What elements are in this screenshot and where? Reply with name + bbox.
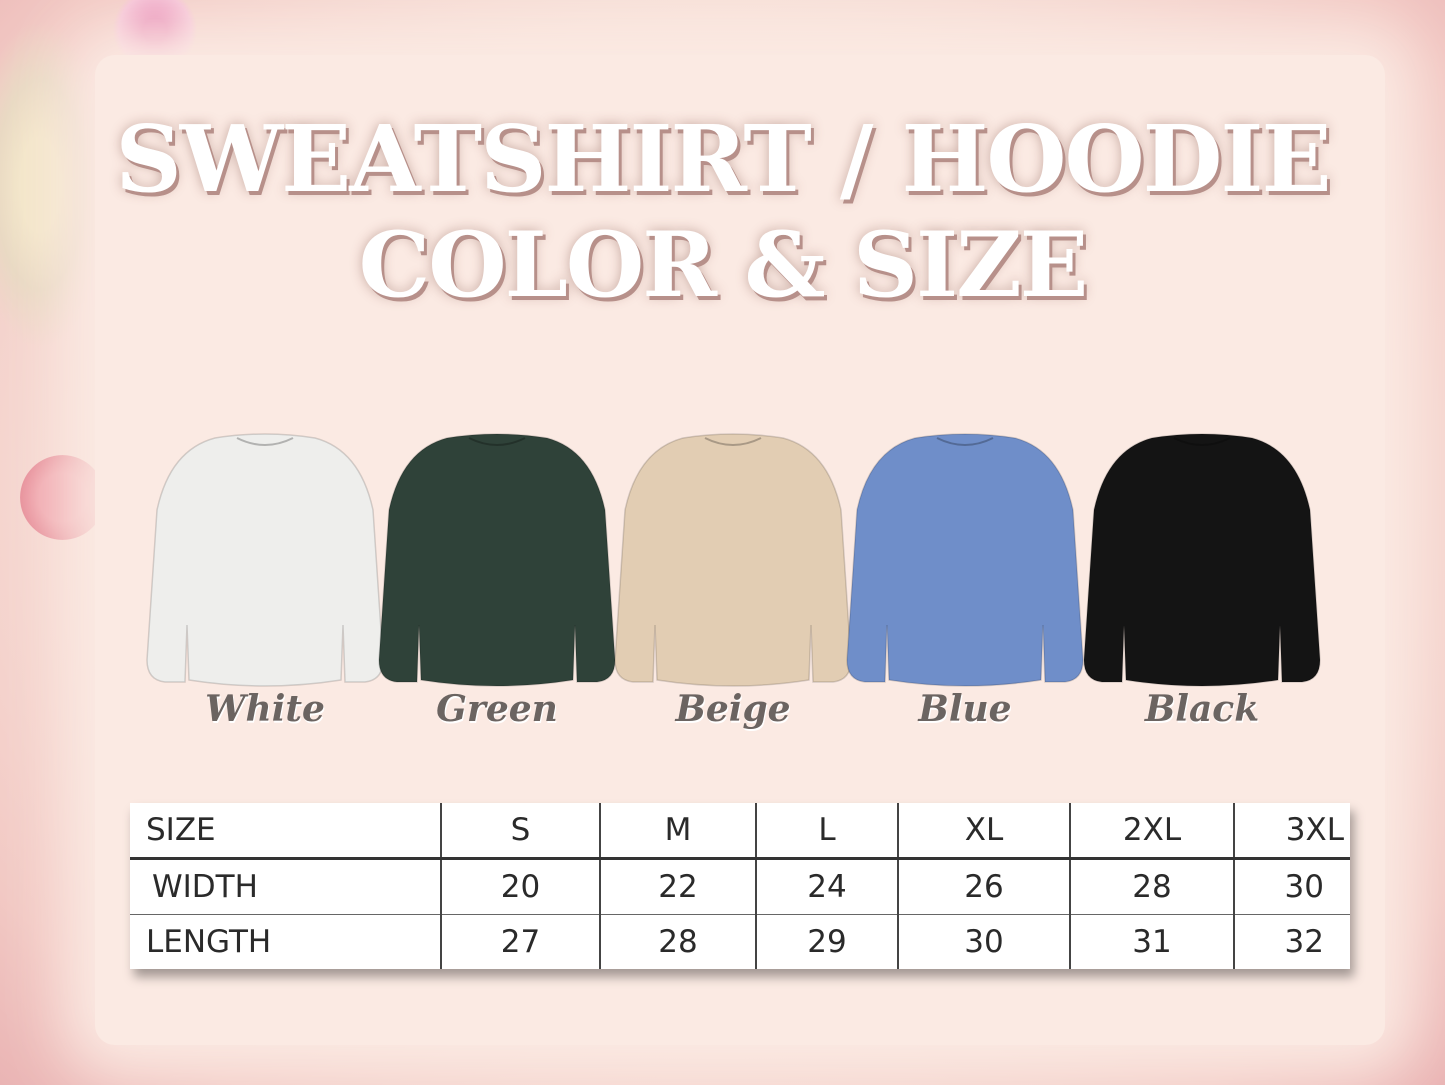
table-header-row: SIZE S M L XL 2XL 3XL [130,803,1350,860]
sweatshirt-beige-image [614,433,852,687]
header-cell: SIZE [130,803,441,860]
header-cell: 3XL [1233,803,1350,860]
color-label: Black [1144,688,1260,730]
color-label: Beige [675,688,791,730]
sweatshirt-white-image [146,433,384,687]
cell: 28 [599,914,756,969]
decorative-flowers [0,20,110,350]
cell: 31 [1069,914,1234,969]
title-line-1: SWEATSHIRT / HOODIE [115,105,1331,213]
color-label: Blue [918,688,1012,730]
header-cell: L [755,803,898,860]
header-cell: 2XL [1069,803,1234,860]
sweatshirt-green-image [378,433,616,687]
cell: 28 [1069,858,1234,915]
header-cell: S [440,803,600,860]
header-cell: M [599,803,756,860]
cell: 32 [1233,914,1350,969]
size-table: SIZE S M L XL 2XL 3XL WIDTH 20 22 24 26 … [130,803,1350,969]
decorative-button [20,455,105,540]
row-label: WIDTH [130,858,441,915]
color-label: White [205,688,325,730]
table-row: WIDTH 20 22 24 26 28 30 [130,858,1350,915]
cell: 24 [755,858,898,915]
table-row: LENGTH 27 28 29 30 31 32 [130,914,1350,969]
color-label: Green [436,688,558,730]
cell: 26 [897,858,1070,915]
row-label: LENGTH [146,924,272,960]
cell: 29 [755,914,898,969]
cell: 20 [440,858,600,915]
title-line-2: COLOR & SIZE [358,212,1089,318]
cell: 22 [599,858,756,915]
cell: 30 [897,914,1070,969]
header-cell: XL [897,803,1070,860]
cell: 30 [1233,858,1350,915]
sweatshirt-blue-image [846,433,1084,687]
sweatshirt-black-image [1083,433,1321,687]
cell: 27 [440,914,600,969]
